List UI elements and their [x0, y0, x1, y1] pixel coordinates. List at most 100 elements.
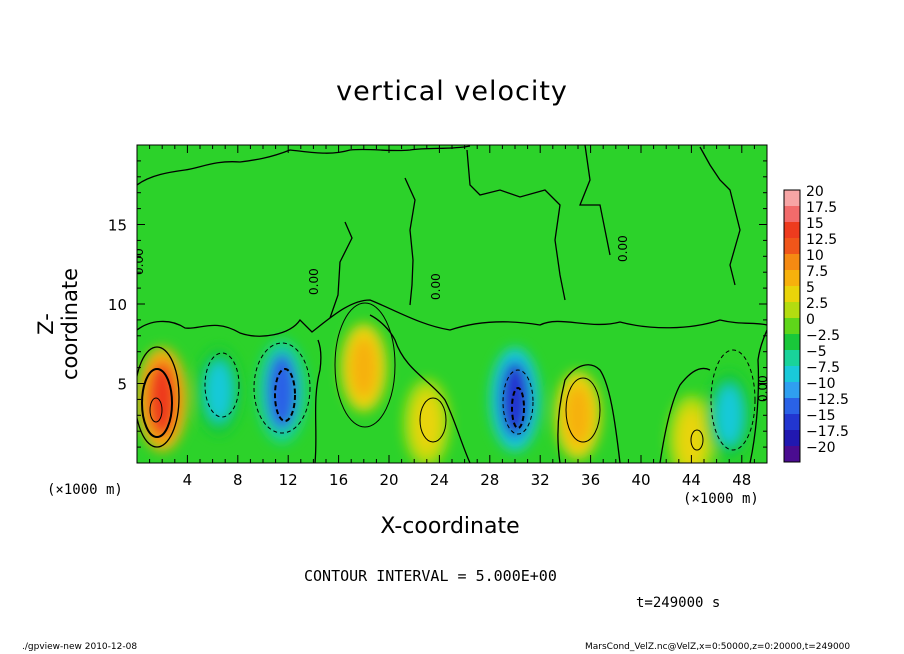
contour-ring-negative: [710, 349, 756, 451]
colorbar-swatch: [784, 398, 800, 415]
field-anomaly-core: [205, 361, 232, 422]
colorbar-swatch: [784, 350, 800, 367]
contour-line: [137, 299, 767, 337]
colorbar-level-label: −10: [806, 376, 836, 392]
contour-ring-negative: [204, 352, 240, 418]
x-tick-label: 16: [329, 471, 348, 489]
x-tick-label: 40: [631, 471, 650, 489]
y-axis-ticks: 5 10 15: [108, 160, 767, 448]
contour-line: [404, 177, 416, 306]
colorbar-swatch: [784, 414, 800, 431]
colorbar-level-label: −15: [806, 408, 836, 424]
colorbar-level-label: 12.5: [806, 232, 837, 248]
contour-line: [369, 314, 471, 463]
x-tick-label: 8: [233, 471, 243, 489]
colorbar-swatch: [784, 446, 800, 463]
x-tick-label: 28: [480, 471, 499, 489]
colorbar-level-label: 7.5: [806, 264, 828, 280]
contour-ring: [137, 346, 180, 448]
colorbar-swatch: [784, 190, 800, 207]
contour-ring: [141, 368, 173, 438]
field-background: [137, 145, 767, 463]
x-tick-label: 36: [581, 471, 600, 489]
contour-line: [579, 145, 611, 256]
x-tick-label: 4: [183, 471, 193, 489]
footer-left-text: ./gpview-new 2010-12-08: [22, 642, 138, 652]
field-anomaly-core: [413, 393, 440, 454]
contour-line: [749, 329, 767, 463]
colorbar-level-label: 5: [806, 280, 815, 296]
colorbar-level-label: −5: [806, 344, 827, 360]
footer-right-text: MarsCond_VelZ.nc@VelZ,x=0:50000,z=0:2000…: [585, 642, 851, 652]
colorbar-swatch: [784, 222, 800, 239]
x-tick-label: 32: [531, 471, 550, 489]
contour-label: 0.00: [429, 273, 443, 300]
contour-ring-negative: [511, 387, 525, 429]
colorbar-level-label: −2.5: [806, 328, 840, 344]
y-tick-label: 5: [117, 376, 127, 394]
contour-label: 0.00: [616, 235, 630, 262]
colorbar-level-label: 10: [806, 248, 824, 264]
field-anomaly-core: [716, 385, 743, 446]
colorbar-swatch: [784, 206, 800, 223]
contour-line: [466, 149, 566, 301]
colorbar-swatch: [784, 302, 800, 319]
contour-line: [329, 221, 353, 319]
x-tick-label: 20: [379, 471, 398, 489]
x-tick-label: 12: [279, 471, 298, 489]
x-tick-label: 48: [732, 471, 751, 489]
time-label: t=249000 s: [636, 595, 721, 611]
contour-line: [659, 367, 711, 463]
x-axis-ticks: 4 8 12 16 20 24 28 32 36 40 44 48: [149, 145, 755, 489]
contour-ring: [690, 429, 704, 451]
contour-line: [314, 339, 322, 463]
colorbar-level-label: 2.5: [806, 296, 828, 312]
chart-title: vertical velocity: [336, 76, 568, 107]
colorbar-swatch: [784, 430, 800, 447]
contour-ring: [565, 377, 601, 443]
colorbar-swatch: [784, 238, 800, 255]
colorbar-level-label: 20: [806, 184, 824, 200]
contour-ring: [334, 302, 396, 428]
field-anomaly-core: [350, 337, 377, 398]
colorbar-swatch: [784, 334, 800, 351]
colorbar-swatch: [784, 286, 800, 303]
plot-area: 0.00 0.00 0.00 0.00 0.00 4 8 12 16 20 24 28 32 3…: [108, 144, 770, 489]
contour-ring-negative: [502, 369, 534, 435]
contour-label: 0.00: [756, 375, 770, 402]
contour-ring-negative: [253, 342, 311, 434]
colorbar-level-label: −17.5: [806, 424, 849, 440]
colorbar-level-label: −7.5: [806, 360, 840, 376]
contour-line: [137, 145, 471, 186]
colorbar-swatch: [784, 270, 800, 287]
field-anomaly-core: [565, 385, 591, 446]
x-axis-label: X-coordinate: [380, 514, 520, 539]
colorbar-level-label: 0: [806, 312, 815, 328]
colorbar-level-label: 15: [806, 216, 824, 232]
contour-line: [557, 364, 621, 463]
x-tick-label: 24: [430, 471, 449, 489]
contour-lines: 0.00 0.00 0.00 0.00 0.00: [137, 145, 770, 463]
colorbar-swatch: [784, 318, 800, 335]
colorbar: 2017.51512.5107.552.50−2.5−5−7.5−10−12.5…: [783, 184, 849, 463]
field-anomaly-core: [266, 353, 297, 430]
colorbar-level-label: −20: [806, 440, 836, 456]
colorbar-swatch: [784, 254, 800, 271]
contour-ring: [419, 397, 447, 443]
contour-label: 0.00: [307, 268, 321, 295]
x-unit-label-right: (×1000 m): [683, 491, 759, 507]
colorbar-swatch: [784, 366, 800, 383]
x-unit-label-left: (×1000 m): [47, 482, 123, 498]
contour-ring: [149, 397, 163, 423]
colorbar-level-label: 17.5: [806, 200, 837, 216]
colorbar-swatch: [784, 382, 800, 399]
y-tick-label: 15: [108, 217, 127, 235]
colorbar-frame: [783, 189, 801, 463]
contour-line: [699, 146, 741, 286]
x-tick-label: 44: [682, 471, 701, 489]
contour-interval-label: CONTOUR INTERVAL = 5.000E+00: [304, 567, 557, 585]
contour-ring-negative: [274, 368, 296, 422]
y-tick-label: 10: [108, 296, 127, 314]
colorbar-level-label: −12.5: [806, 392, 849, 408]
